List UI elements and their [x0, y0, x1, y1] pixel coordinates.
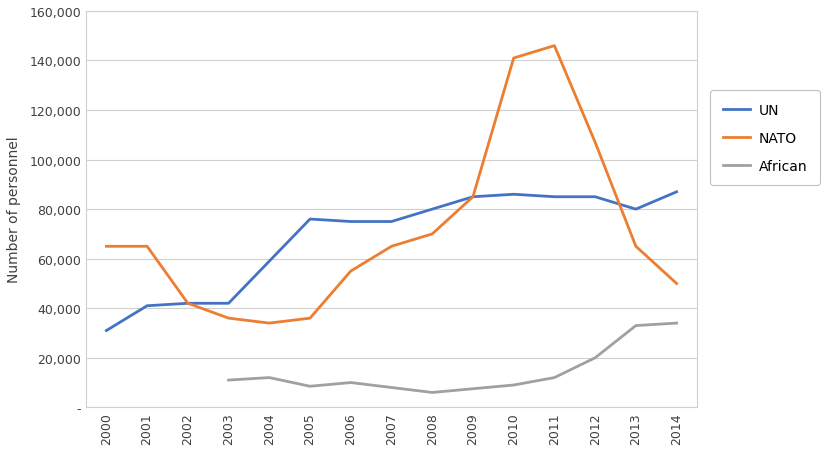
- NATO: [265, 321, 275, 326]
- Line: UN: UN: [107, 193, 676, 331]
- UN: [102, 328, 112, 333]
- UN: [265, 259, 275, 264]
- African: [549, 375, 559, 381]
- NATO: [223, 316, 233, 321]
- NATO: [509, 56, 519, 62]
- Line: NATO: NATO: [107, 46, 676, 323]
- African: [631, 323, 641, 328]
- NATO: [672, 281, 681, 286]
- African: [590, 355, 600, 361]
- UN: [468, 194, 478, 200]
- African: [265, 375, 275, 381]
- UN: [305, 217, 315, 222]
- NATO: [142, 244, 152, 249]
- Line: African: African: [228, 323, 676, 392]
- UN: [386, 219, 396, 225]
- Legend: UN, NATO, African: UN, NATO, African: [710, 91, 820, 186]
- NATO: [428, 232, 437, 237]
- African: [223, 377, 233, 383]
- UN: [509, 192, 519, 198]
- NATO: [346, 269, 356, 274]
- UN: [549, 194, 559, 200]
- African: [386, 385, 396, 391]
- UN: [183, 301, 193, 306]
- African: [468, 386, 478, 391]
- UN: [142, 304, 152, 309]
- UN: [672, 190, 681, 195]
- African: [509, 382, 519, 388]
- African: [346, 380, 356, 386]
- NATO: [183, 301, 193, 306]
- African: [428, 390, 437, 395]
- NATO: [631, 244, 641, 249]
- NATO: [549, 44, 559, 49]
- UN: [428, 207, 437, 212]
- African: [672, 321, 681, 326]
- Y-axis label: Number of personnel: Number of personnel: [7, 137, 21, 283]
- NATO: [305, 316, 315, 321]
- NATO: [590, 140, 600, 146]
- UN: [590, 194, 600, 200]
- NATO: [386, 244, 396, 249]
- UN: [346, 219, 356, 225]
- African: [305, 384, 315, 389]
- NATO: [468, 194, 478, 200]
- UN: [223, 301, 233, 306]
- NATO: [102, 244, 112, 249]
- UN: [631, 207, 641, 212]
